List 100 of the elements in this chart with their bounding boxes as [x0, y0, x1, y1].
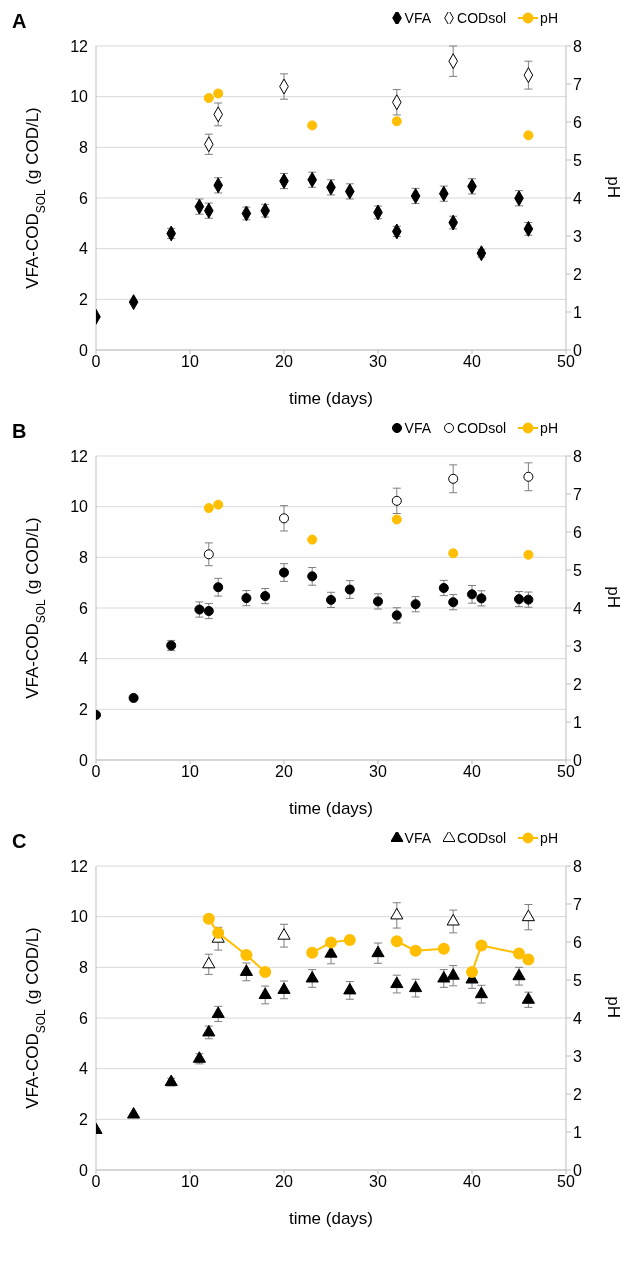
point: [212, 926, 225, 939]
legend-label: VFA: [404, 10, 432, 26]
y2-tick-label: 4: [573, 599, 582, 617]
point: [466, 966, 478, 979]
point: [371, 945, 385, 958]
point: [213, 88, 224, 99]
point: [239, 964, 253, 976]
y2-axis-title: pH: [603, 586, 623, 608]
y2-tick-label: 2: [573, 1085, 582, 1103]
point: [213, 582, 224, 593]
y2-tick-label: 1: [573, 1123, 582, 1141]
y-tick-label: 4: [79, 1060, 89, 1078]
y-tick-label: 10: [70, 498, 89, 516]
y-tick-label: 4: [79, 650, 89, 668]
point: [240, 948, 253, 961]
x-tick-label: 30: [369, 353, 387, 371]
point: [213, 499, 224, 510]
point: [391, 116, 402, 127]
legend-label: CODsol: [457, 830, 507, 846]
x-axis-title: time (days): [288, 1209, 374, 1228]
point: [523, 549, 534, 560]
y2-tick-label: 8: [573, 447, 582, 465]
point: [391, 495, 402, 506]
point: [343, 934, 356, 947]
point: [448, 473, 459, 484]
point: [127, 1107, 141, 1119]
y-tick-label: 0: [79, 341, 89, 359]
point: [521, 909, 535, 922]
y-tick-label: 2: [79, 701, 89, 719]
y2-tick-label: 7: [573, 75, 582, 93]
point: [305, 970, 319, 983]
point: [343, 982, 357, 995]
y-tick-label: 10: [70, 88, 89, 106]
point: [344, 584, 355, 595]
y2-tick-label: 6: [573, 523, 582, 541]
point: [390, 935, 403, 948]
point: [324, 946, 338, 958]
chart-title: C: [12, 830, 27, 853]
y-tick-label: 8: [79, 549, 89, 567]
point: [278, 513, 290, 524]
y2-tick-label: 2: [573, 675, 582, 693]
point: [523, 471, 534, 482]
y2-tick-label: 2: [573, 265, 582, 283]
x-tick-label: 30: [369, 763, 387, 781]
point: [258, 987, 272, 999]
y-tick-label: 2: [79, 1111, 89, 1129]
point: [391, 514, 402, 525]
x-tick-label: 0: [91, 763, 101, 781]
point: [307, 120, 318, 131]
y2-tick-label: 7: [573, 895, 582, 913]
y2-tick-label: 3: [573, 637, 582, 655]
y-tick-label: 8: [79, 139, 89, 157]
y2-axis-title: pH: [603, 996, 623, 1018]
y-tick-label: 12: [70, 37, 89, 55]
point: [277, 982, 291, 994]
point: [448, 548, 459, 559]
y2-tick-label: 4: [573, 1009, 582, 1027]
y-tick-label: 6: [79, 189, 89, 207]
point: [260, 591, 271, 602]
y2-tick-label: 0: [573, 341, 582, 359]
point: [466, 589, 478, 600]
legend-label: pH: [540, 420, 558, 436]
y2-tick-label: 1: [573, 303, 582, 321]
x-tick-label: 0: [91, 353, 101, 371]
point: [522, 953, 535, 966]
legend-label: VFA: [404, 420, 432, 436]
y2-tick-label: 5: [573, 971, 582, 989]
x-tick-label: 30: [369, 1173, 387, 1191]
y-tick-label: 2: [79, 291, 89, 309]
point: [438, 582, 449, 593]
x-tick-label: 50: [557, 353, 575, 371]
legend-label: CODsol: [457, 10, 507, 26]
x-tick-label: 10: [181, 763, 199, 781]
point: [203, 549, 214, 560]
y2-tick-label: 1: [573, 713, 582, 731]
y2-tick-label: 3: [573, 1047, 582, 1065]
point: [390, 907, 404, 920]
y-tick-label: 8: [79, 959, 89, 977]
y2-tick-label: 3: [573, 227, 582, 245]
y2-tick-label: 8: [573, 857, 582, 875]
point: [203, 503, 214, 514]
point: [437, 942, 450, 955]
point: [475, 939, 488, 952]
chart-title: A: [12, 10, 27, 33]
y2-tick-label: 4: [573, 189, 582, 207]
point: [325, 936, 337, 949]
y2-tick-label: 5: [573, 561, 582, 579]
x-tick-label: 40: [463, 763, 481, 781]
point: [307, 571, 318, 582]
point: [437, 970, 451, 983]
point: [259, 966, 272, 979]
y-tick-label: 6: [79, 599, 89, 617]
legend-label: VFA: [404, 830, 432, 846]
chart-title: B: [12, 420, 27, 443]
point: [446, 913, 460, 926]
point: [390, 976, 404, 989]
point: [474, 986, 488, 999]
point: [202, 912, 215, 925]
x-tick-label: 20: [275, 763, 293, 781]
y2-tick-label: 0: [573, 751, 582, 769]
